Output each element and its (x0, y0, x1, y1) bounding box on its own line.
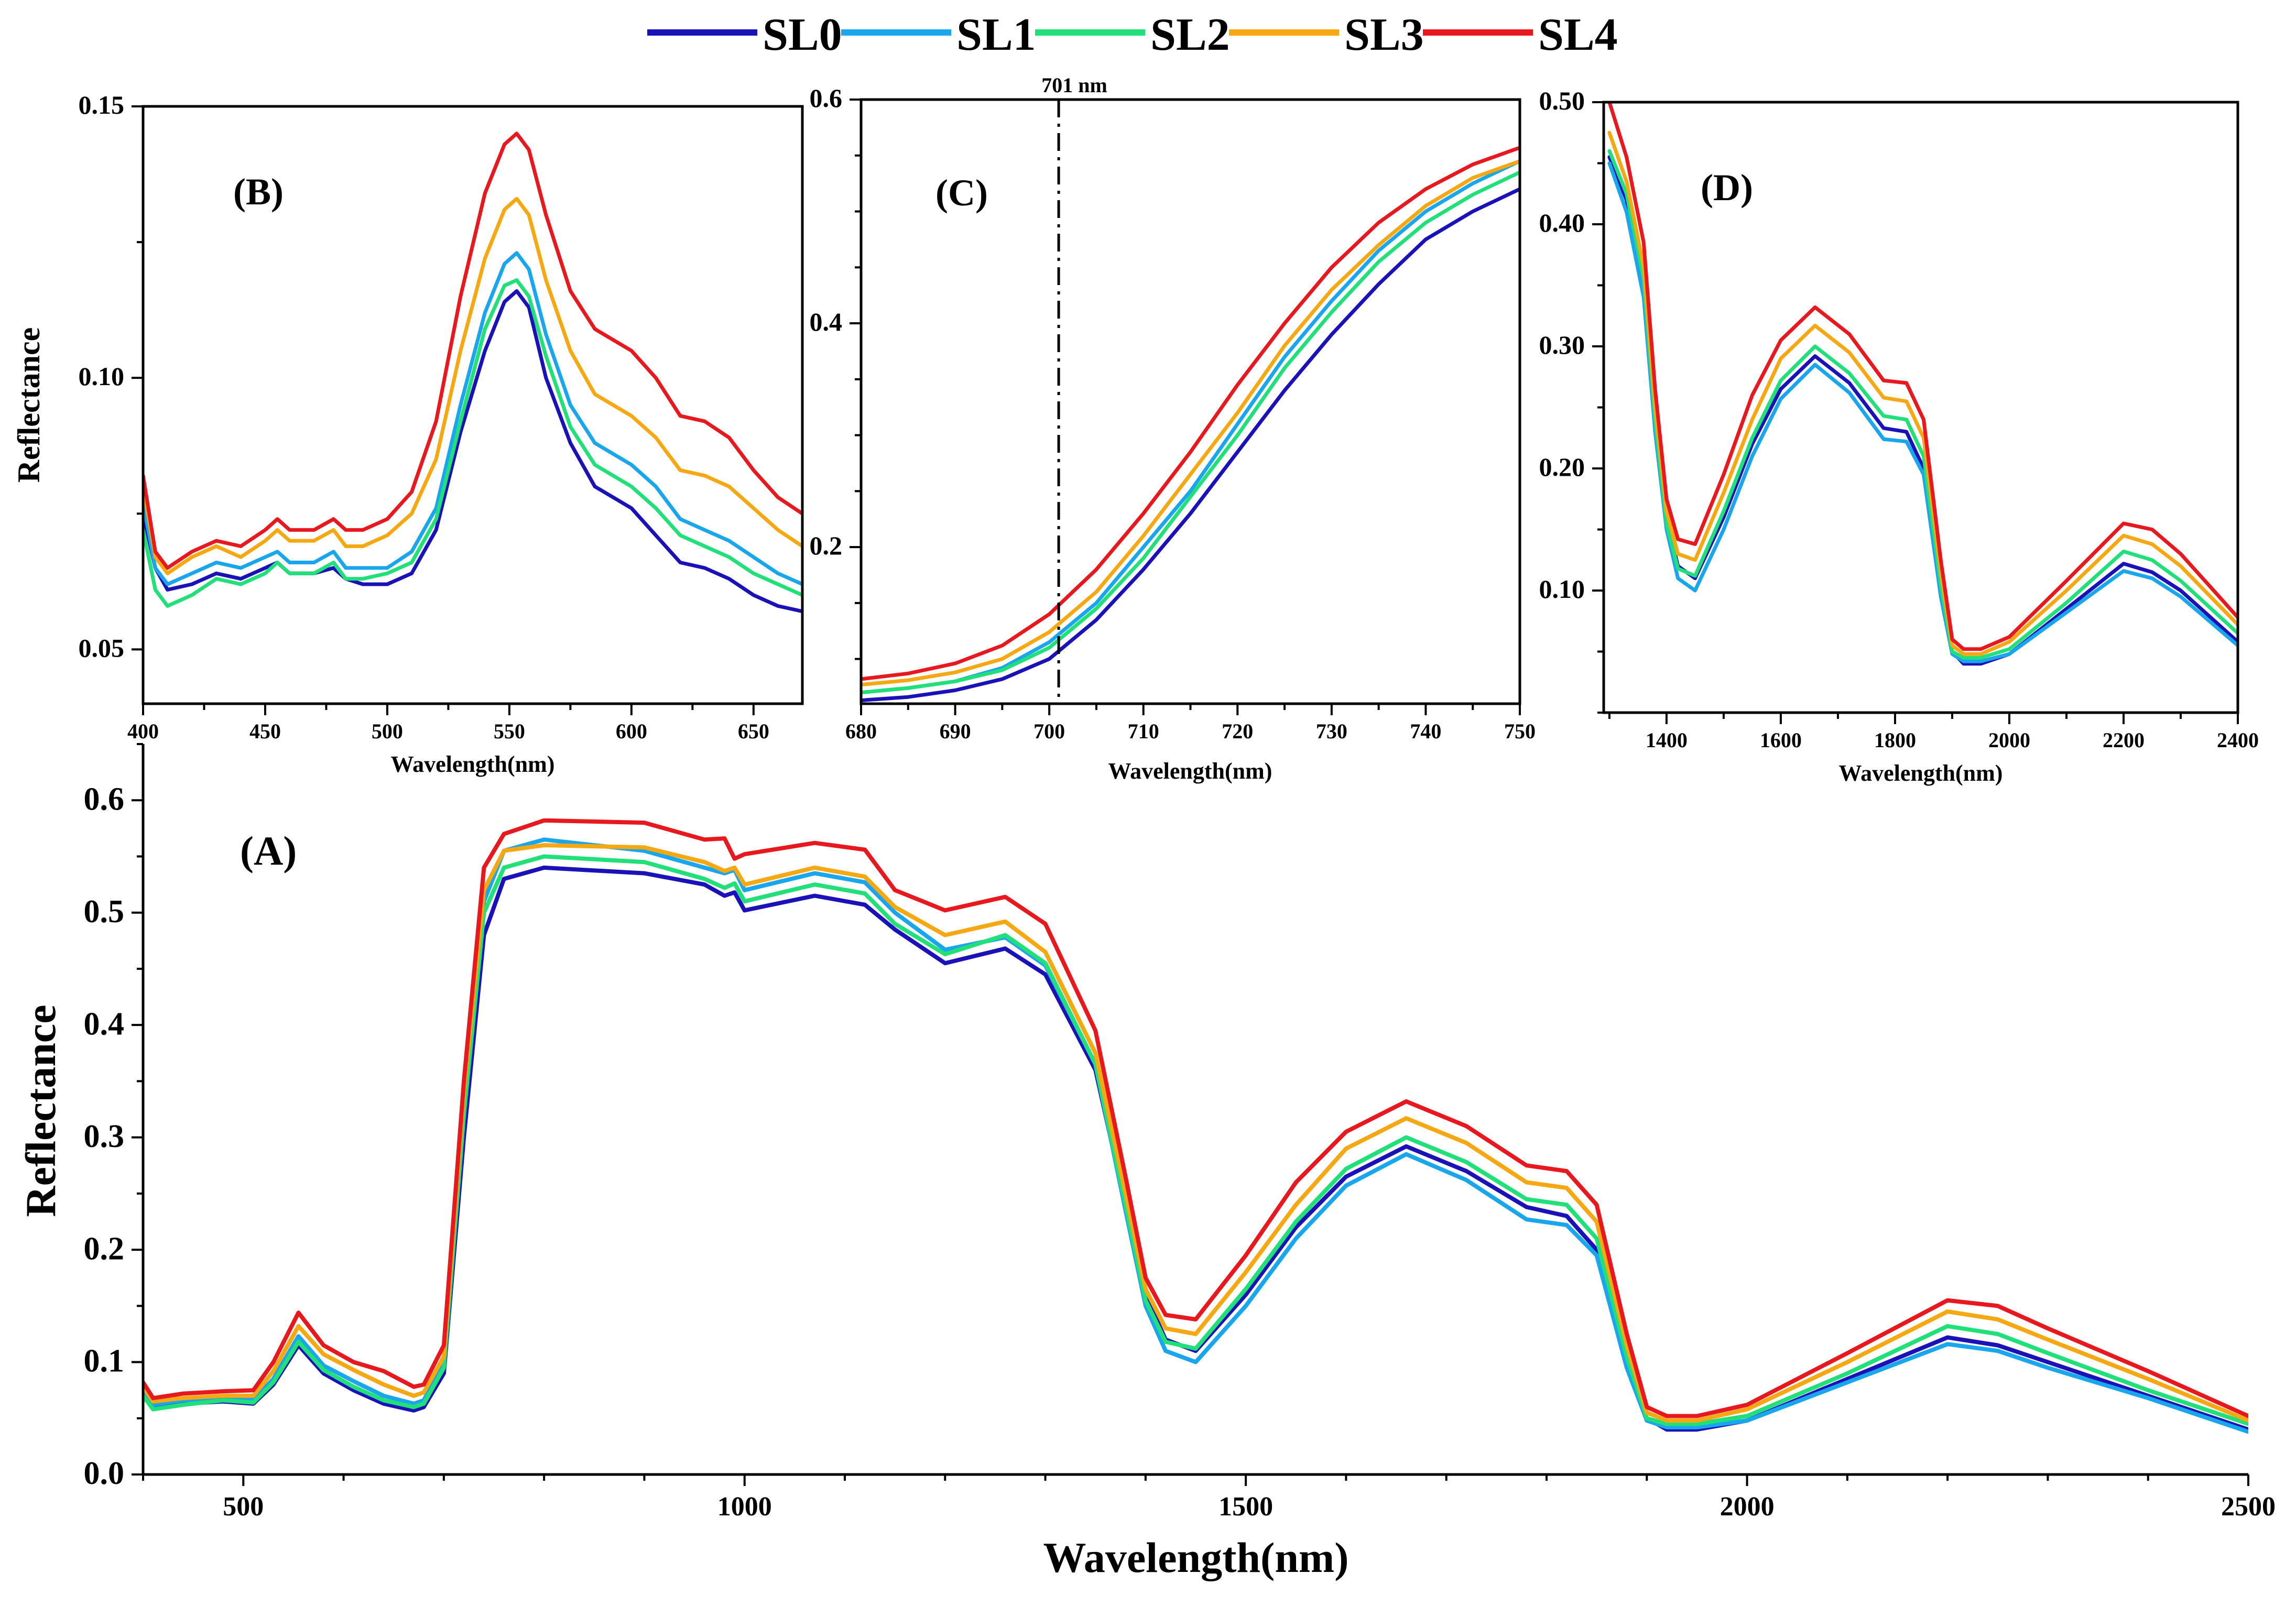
panel-b-frame (142, 105, 804, 705)
panel-c-label: (C) (935, 172, 988, 214)
panel-c-x-tick-label: 730 (1316, 719, 1347, 743)
series-line-sl2-panel-b (143, 278, 802, 608)
legend: SL0 SL1 SL2 SL3 SL4 (647, 9, 1618, 60)
panel-c-y-tick-label: 0.4 (810, 307, 843, 336)
panel-b-x-tick-label: 600 (616, 719, 647, 743)
panel-d-x-axis-title: Wavelength(nm) (1839, 760, 2003, 786)
panel-d-chart: 1400 1600 1800 2000 2200 2400 0.10 0.20 0.30 0.40… (1539, 86, 2259, 786)
panel-a-y-tick-label: 0.2 (84, 1231, 125, 1266)
panel-a-y-tick-label: 0.3 (84, 1119, 125, 1154)
legend-item-sl4: SL4 (1423, 9, 1618, 60)
legend-label-sl3: SL3 (1344, 9, 1424, 60)
panel-d-x-tick-label: 1600 (1760, 728, 1802, 752)
series-line-sl3-panel-c (861, 159, 1520, 687)
panel-c-x-tick-label: 690 (940, 719, 971, 743)
panel-d-x-tick-label: 2400 (2217, 728, 2259, 752)
panel-a-x-tick-label: 2500 (2221, 1492, 2276, 1522)
series-line-sl0-panel-d (1607, 155, 2238, 666)
panel-a-y-tick-label: 0.1 (84, 1343, 125, 1379)
series-line-sl2-panel-a (143, 854, 2248, 1426)
series-line-sl2-panel-c (861, 170, 1520, 695)
panel-c-y-tick-label: 0.6 (810, 83, 843, 113)
panel-a-x-tick-label: 500 (223, 1492, 264, 1522)
panel-d-x-tick-label: 2000 (1988, 728, 2030, 752)
panel-c-y-tick-label: 0.2 (810, 531, 843, 560)
series-line-sl0-panel-c (861, 187, 1520, 703)
series-line-sl3-panel-b (143, 196, 802, 575)
panel-b-label: (B) (233, 171, 284, 213)
panel-c-x-tick-label: 720 (1222, 719, 1253, 743)
series-line-sl1-panel-d (1607, 161, 2238, 663)
panel-a-chart: 500 1000 1500 2000 2500 0.0 0.1 0.2 0.3 0.4 0.5 0.6… (17, 743, 2276, 1581)
panel-b-y-tick-label: 0.10 (79, 362, 125, 391)
legend-item-sl3: SL3 (1229, 9, 1424, 60)
panel-a-x-tick-label: 2000 (1720, 1492, 1775, 1522)
panel-a-y-tick-label: 0.5 (84, 894, 125, 930)
panel-c-x-tick-label: 680 (845, 719, 877, 743)
legend-label-sl0: SL0 (763, 9, 842, 60)
legend-item-sl1: SL1 (841, 9, 1036, 60)
series-line-sl1-panel-b (143, 251, 802, 586)
panel-d-x-tick-label: 1400 (1646, 728, 1688, 752)
panel-b-x-axis-title: Wavelength(nm) (391, 751, 555, 777)
panel-a-y-axis-title: Reflectance (17, 1004, 64, 1217)
panel-d-frame (1602, 101, 2239, 714)
panel-a-x-axis-title: Wavelength(nm) (1043, 1534, 1348, 1581)
series-line-sl1-panel-c (861, 159, 1520, 695)
panel-d-y-tick-label: 0.30 (1539, 330, 1585, 359)
legend-item-sl0: SL0 (647, 9, 842, 60)
series-line-sl4-panel-b (143, 132, 802, 570)
series-line-sl2-panel-d (1607, 149, 2238, 660)
panel-c-x-tick-label: 740 (1410, 719, 1441, 743)
panel-b-y-tick-label: 0.15 (79, 90, 125, 119)
panel-c-x-tick-label: 710 (1128, 719, 1159, 743)
panel-d-x-tick-label: 1800 (1874, 728, 1916, 752)
panel-a-y-tick-label: 0.4 (84, 1006, 125, 1042)
panel-b-y-axis-title: Reflectance (12, 327, 46, 483)
panel-b-x-tick-label: 450 (249, 719, 281, 743)
panel-b-y-tick-label: 0.05 (79, 633, 125, 662)
legend-label-sl1: SL1 (956, 9, 1036, 60)
panel-c-chart: 680 690 700 710 720 730 740 750 0.2 0.4 0.6 701 nm… (810, 73, 1536, 784)
legend-label-sl4: SL4 (1538, 9, 1618, 60)
panel-d-label: (D) (1701, 167, 1753, 209)
panel-b-x-tick-label: 400 (127, 719, 159, 743)
series-line-sl4-panel-a (143, 818, 2248, 1418)
panel-b-x-tick-label: 500 (372, 719, 403, 743)
series-line-sl4-panel-d (1607, 102, 2238, 651)
panel-b-x-tick-label: 550 (494, 719, 525, 743)
panel-a-label: (A) (240, 828, 297, 873)
panel-b-chart: 400 450 500 550 600 650 0.05 0.10 0.15 (B) Wavel… (12, 90, 804, 777)
series-line-sl3-panel-d (1607, 130, 2238, 656)
panel-c-marker-label: 701 nm (1041, 73, 1107, 97)
panel-b-x-tick-label: 650 (738, 719, 769, 743)
panel-c-x-tick-label: 750 (1504, 719, 1536, 743)
panel-d-y-tick-label: 0.40 (1539, 208, 1585, 237)
panel-d-y-tick-label: 0.50 (1539, 86, 1585, 115)
series-line-sl3-panel-a (143, 843, 2248, 1423)
panel-d-y-tick-label: 0.20 (1539, 452, 1585, 482)
series-line-sl4-panel-c (861, 146, 1520, 681)
panel-d-x-tick-label: 2200 (2103, 728, 2145, 752)
panel-c-x-tick-label: 700 (1033, 719, 1065, 743)
panel-a-y-tick-label: 0.0 (84, 1456, 125, 1491)
panel-a-x-tick-label: 1500 (1218, 1492, 1273, 1522)
panel-d-y-tick-label: 0.10 (1539, 574, 1585, 604)
legend-item-sl2: SL2 (1035, 9, 1230, 60)
panel-a-x-tick-label: 1000 (717, 1492, 772, 1522)
panel-a-y-tick-label: 0.6 (84, 781, 125, 817)
series-line-sl0-panel-b (143, 289, 802, 614)
legend-label-sl2: SL2 (1150, 9, 1230, 60)
panel-c-x-axis-title: Wavelength(nm) (1108, 758, 1272, 784)
